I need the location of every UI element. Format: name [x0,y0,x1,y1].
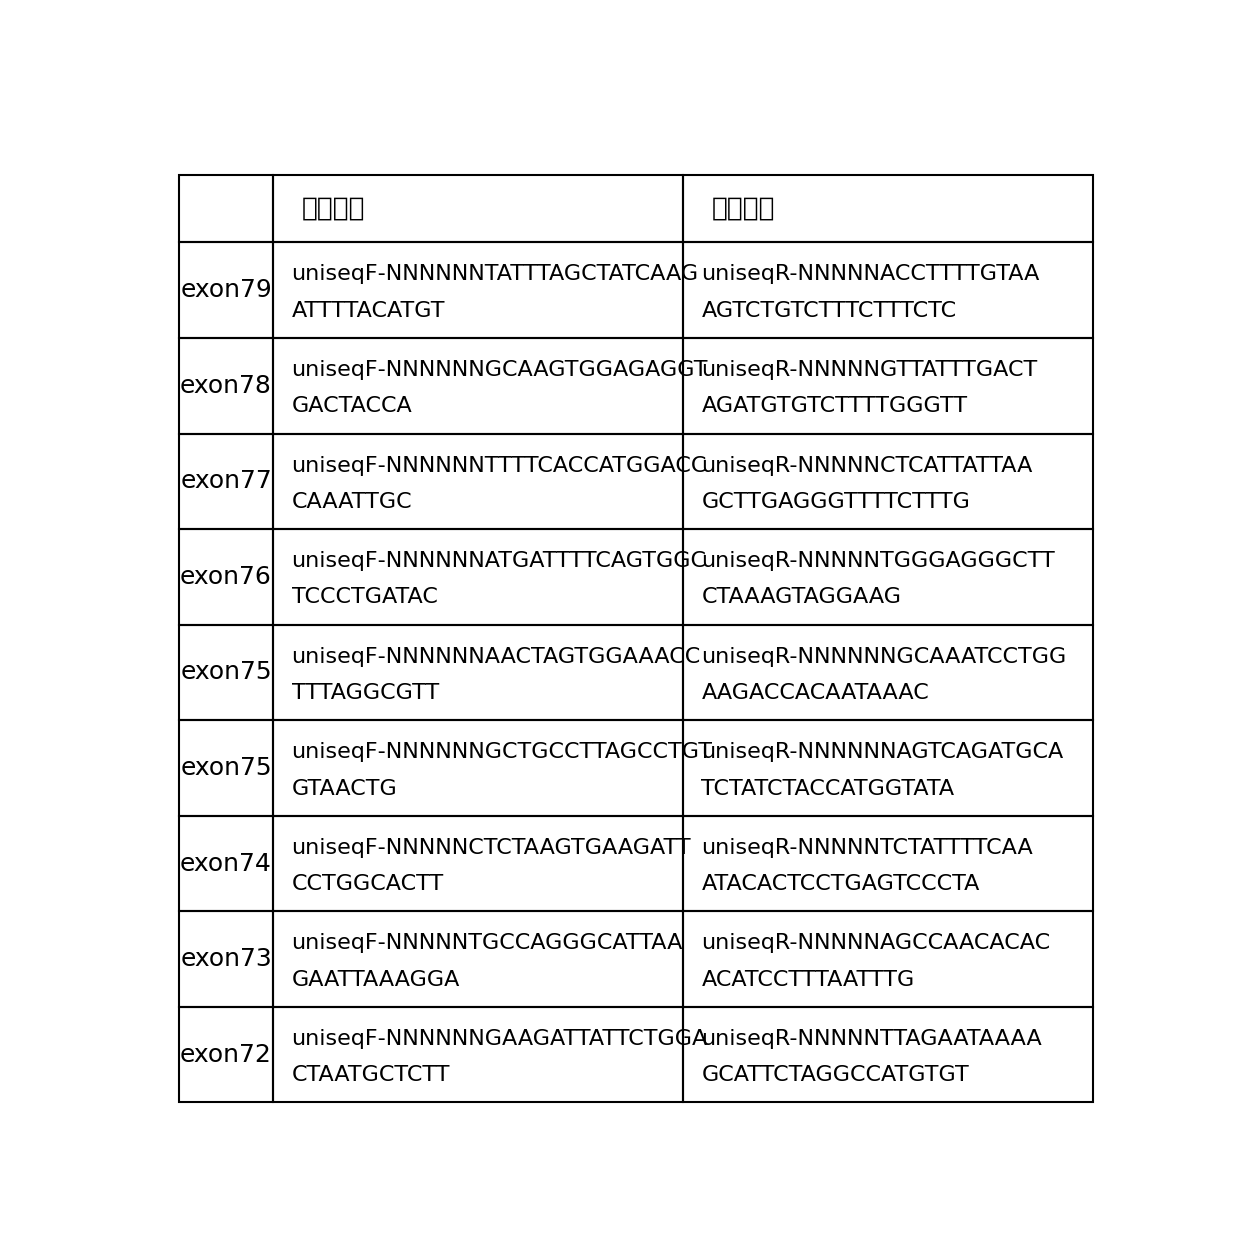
Text: uniseqF-NNNNNNGCTGCCTTAGCCTGT: uniseqF-NNNNNNGCTGCCTTAGCCTGT [291,742,713,762]
Text: AGTCTGTCTTTCTTTCTC: AGTCTGTCTTTCTTTCTC [702,301,956,321]
Text: uniseqR-NNNNNTGGGAGGGCTT: uniseqR-NNNNNTGGGAGGGCTT [702,551,1055,571]
Bar [683,720,1092,816]
Text: ACATCCTTTAATTTG: ACATCCTTTAATTTG [702,970,915,990]
Text: uniseqF-NNNNNNGCAAGTGGAGAGGT: uniseqF-NNNNNNGCAAGTGGAGAGGT [291,360,708,380]
Bar [179,530,273,625]
Bar [179,338,273,433]
Text: exon76: exon76 [180,565,272,589]
Text: uniseqF-NNNNNCTCTAAGTGAAGATT: uniseqF-NNNNNCTCTAAGTGAAGATT [291,838,691,858]
Text: exon75: exon75 [180,756,272,781]
Text: GAATTAAAGGA: GAATTAAAGGA [291,970,460,990]
Bar [179,816,273,911]
Bar [273,720,683,816]
Bar [683,338,1092,433]
Text: exon72: exon72 [180,1043,272,1067]
Text: uniseqR-NNNNNAGCCAACACAC: uniseqR-NNNNNAGCCAACACAC [702,934,1050,954]
Text: uniseqR-NNNNNGTTATTTGACT: uniseqR-NNNNNGTTATTTGACT [702,360,1038,380]
Text: 正向引物: 正向引物 [301,196,366,222]
Bar [273,816,683,911]
Bar [273,911,683,1007]
Bar [683,816,1092,911]
Text: uniseqF-NNNNNNTTTTCACCATGGACC: uniseqF-NNNNNNTTTTCACCATGGACC [291,456,707,476]
Text: exon78: exon78 [180,374,272,398]
Text: AGATGTGTCTTTTGGGTT: AGATGTGTCTTTTGGGTT [702,397,967,417]
Text: CAAATTGC: CAAATTGC [291,492,412,512]
Text: CTAAAGTAGGAAG: CTAAAGTAGGAAG [702,587,901,607]
Text: uniseqF-NNNNNNAACTAGTGGAAACC: uniseqF-NNNNNNAACTAGTGGAAACC [291,646,701,666]
Text: TCCCTGATAC: TCCCTGATAC [291,587,438,607]
Bar [273,1007,683,1102]
Bar [273,338,683,433]
Text: exon75: exon75 [180,660,272,684]
Text: AAGACCACAATAAAC: AAGACCACAATAAAC [702,683,929,703]
Bar [683,625,1092,720]
Text: uniseqF-NNNNNNTATTTAGCTATCAAG: uniseqF-NNNNNNTATTTAGCTATCAAG [291,265,698,285]
Text: ATACACTCCTGAGTCCCTA: ATACACTCCTGAGTCCCTA [702,875,980,894]
Text: CTAATGCTCTT: CTAATGCTCTT [291,1065,450,1086]
Bar [683,174,1092,242]
Text: uniseqR-NNNNNCTCATTATTAA: uniseqR-NNNNNCTCATTATTAA [702,456,1033,476]
Bar [273,242,683,338]
Bar [273,625,683,720]
Bar [179,242,273,338]
Text: exon73: exon73 [180,948,272,971]
Bar [179,174,273,242]
Text: uniseqF-NNNNNNATGATTTTCAGTGGC: uniseqF-NNNNNNATGATTTTCAGTGGC [291,551,707,571]
Bar [683,911,1092,1007]
Text: GACTACCA: GACTACCA [291,397,412,417]
Text: CCTGGCACTT: CCTGGCACTT [291,875,444,894]
Bar [683,242,1092,338]
Text: uniseqR-NNNNNACCTTTTGTAA: uniseqR-NNNNNACCTTTTGTAA [702,265,1040,285]
Text: ATTTTACATGT: ATTTTACATGT [291,301,445,321]
Text: uniseqF-NNNNNTGCCAGGGCATTAA: uniseqF-NNNNNTGCCAGGGCATTAA [291,934,683,954]
Text: exon77: exon77 [180,469,272,493]
Bar [179,625,273,720]
Text: exon74: exon74 [180,852,272,876]
Text: uniseqR-NNNNNTTAGAATAAAA: uniseqR-NNNNNTTAGAATAAAA [702,1029,1042,1049]
Bar [273,530,683,625]
Bar [683,530,1092,625]
Text: GTAACTG: GTAACTG [291,778,397,798]
Text: uniseqR-NNNNNNGCAAATCCTGG: uniseqR-NNNNNNGCAAATCCTGG [702,646,1066,666]
Text: GCATTCTAGGCCATGTGT: GCATTCTAGGCCATGTGT [702,1065,970,1086]
Bar [179,1007,273,1102]
Text: uniseqF-NNNNNNGAAGATTATTCTGGA: uniseqF-NNNNNNGAAGATTATTCTGGA [291,1029,708,1049]
Bar [179,720,273,816]
Text: uniseqR-NNNNNTCTATTTTCAA: uniseqR-NNNNNTCTATTTTCAA [702,838,1033,858]
Bar [179,911,273,1007]
Text: uniseqR-NNNNNNAGTCAGATGCA: uniseqR-NNNNNNAGTCAGATGCA [702,742,1064,762]
Bar [273,433,683,530]
Text: TTTAGGCGTT: TTTAGGCGTT [291,683,439,703]
Text: GCTTGAGGGTTTTCTTTG: GCTTGAGGGTTTTCTTTG [702,492,970,512]
Bar [273,174,683,242]
Text: 反向引物: 反向引物 [712,196,775,222]
Text: exon79: exon79 [180,279,272,302]
Bar [683,433,1092,530]
Bar [179,433,273,530]
Text: TCTATCTACCATGGTATA: TCTATCTACCATGGTATA [702,778,955,798]
Bar [683,1007,1092,1102]
